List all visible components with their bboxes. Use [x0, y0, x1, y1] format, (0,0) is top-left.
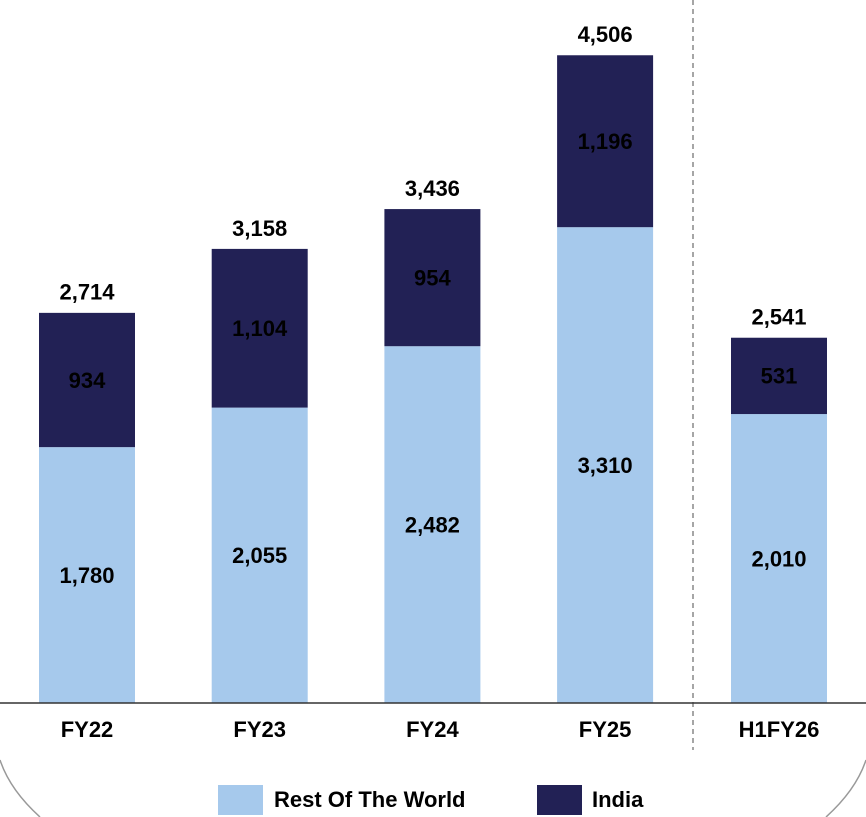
bar-segment [731, 337, 827, 415]
bar-segment [384, 209, 481, 347]
legend-swatch [218, 785, 263, 815]
bar-segment [557, 227, 654, 703]
bar-segment [211, 407, 308, 703]
x-tick-label: FY25 [579, 717, 632, 742]
total-label: 4,506 [578, 22, 633, 47]
bar-segment [384, 346, 481, 703]
bar-segment [211, 248, 308, 408]
total-label: 2,714 [59, 280, 115, 305]
bar-segment [557, 55, 654, 228]
x-tick-label: FY24 [406, 717, 459, 742]
total-label: 3,158 [232, 216, 287, 241]
value-label: 954 [414, 265, 451, 290]
value-label: 2,010 [751, 546, 806, 571]
value-label: 531 [761, 364, 798, 389]
total-label: 2,541 [751, 305, 806, 330]
value-label: 2,482 [405, 512, 460, 537]
x-tick-label: H1FY26 [739, 717, 820, 742]
x-tick-label: FY23 [233, 717, 286, 742]
legend-label: India [592, 787, 644, 812]
value-label: 1,196 [578, 129, 633, 154]
bar-segment [731, 414, 827, 703]
value-label: 3,310 [578, 453, 633, 478]
card-border [825, 759, 866, 817]
bar-segment [39, 447, 135, 703]
legend-label: Rest Of The World [274, 787, 466, 812]
card-border [0, 759, 41, 817]
value-label: 2,055 [232, 543, 287, 568]
value-label: 1,104 [232, 316, 288, 341]
bar-segment [39, 312, 135, 448]
total-label: 3,436 [405, 176, 460, 201]
x-tick-label: FY22 [61, 717, 114, 742]
legend-swatch [537, 785, 582, 815]
value-label: 934 [69, 368, 106, 393]
value-label: 1,780 [59, 563, 114, 588]
